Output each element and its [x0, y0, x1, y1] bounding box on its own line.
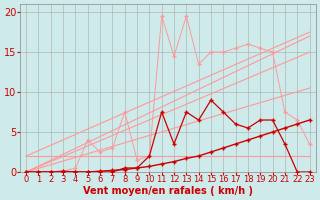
- X-axis label: Vent moyen/en rafales ( km/h ): Vent moyen/en rafales ( km/h ): [83, 186, 253, 196]
